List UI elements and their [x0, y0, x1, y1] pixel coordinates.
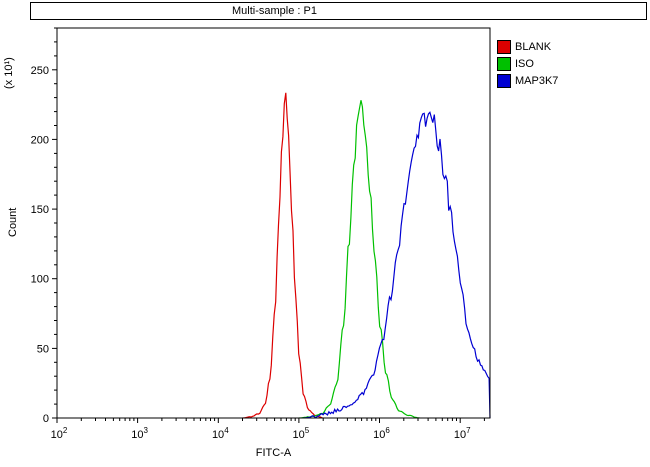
y-tick-label: 250 [31, 65, 49, 77]
x-tick-label: 105 [293, 426, 310, 441]
legend-item-map3k7: MAP3K7 [497, 73, 558, 88]
curve-blank [242, 92, 324, 418]
legend-swatch-iso [497, 56, 511, 71]
x-tick-label: 102 [51, 426, 68, 441]
y-tick-label: 100 [31, 274, 49, 286]
y-tick-label: 0 [43, 413, 49, 425]
y-tick-label: 50 [37, 343, 49, 355]
legend-swatch-map3k7 [497, 73, 511, 88]
legend-label: ISO [515, 57, 534, 70]
legend-label: BLANK [515, 40, 552, 53]
plot-border [56, 27, 491, 419]
x-tick-label: 103 [131, 426, 148, 441]
y-tick-label: 150 [31, 204, 49, 216]
x-axis-label: FITC-A [255, 447, 292, 459]
y-tick-label: 200 [31, 134, 49, 146]
tick-labels: 0 50 100 150 200 250 102 103 104 105 106 107 [31, 65, 471, 441]
curves [242, 92, 491, 418]
x-tick-label: 107 [454, 426, 471, 441]
chart-title: Multi-sample : P1 [232, 5, 317, 17]
legend-swatch-blank [497, 39, 511, 54]
axis-ticks [52, 27, 485, 423]
curve-iso [298, 100, 420, 418]
legend-item-blank: BLANK [497, 39, 558, 54]
legend: BLANK ISO MAP3K7 [497, 39, 558, 90]
chart-title-bar: Multi-sample : P1 [30, 2, 647, 20]
legend-item-iso: ISO [497, 56, 558, 71]
legend-label: MAP3K7 [515, 74, 559, 87]
x-tick-label: 104 [212, 426, 229, 441]
x-tick-label: 106 [373, 426, 390, 441]
curve-map3k7 [302, 111, 491, 418]
